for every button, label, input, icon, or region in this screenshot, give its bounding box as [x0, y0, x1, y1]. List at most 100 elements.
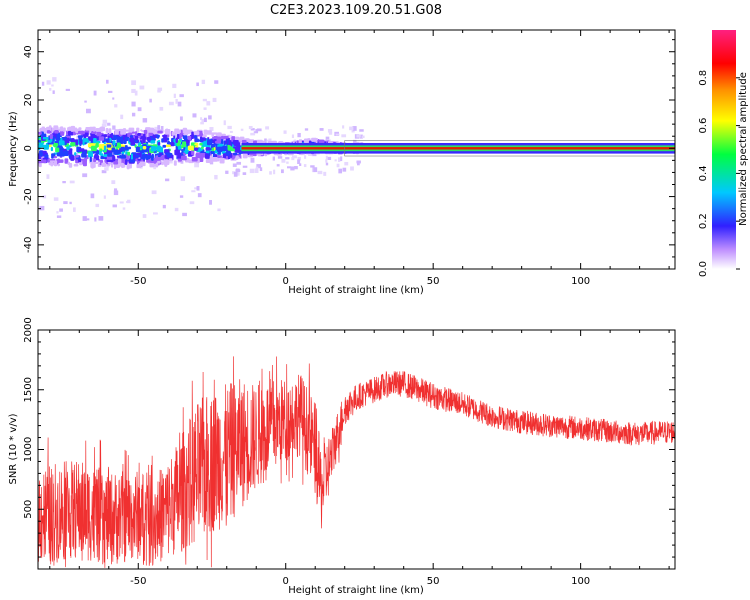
spectrogram-cell [241, 139, 247, 144]
spectrogram-cell [136, 127, 140, 133]
spectrogram-cell [88, 136, 93, 141]
spectrogram-cell [125, 129, 130, 132]
spectrogram-speckle [223, 120, 226, 126]
spectrogram-cell [151, 153, 154, 158]
spectrogram-cell [141, 153, 148, 158]
spectrogram-cell [67, 161, 71, 166]
spectrogram-speckle [327, 156, 332, 160]
spectrogram-cell [168, 158, 173, 162]
spectrogram-speckle [303, 164, 307, 168]
x-tick-label: 0 [283, 276, 289, 287]
spectrogram-cell [160, 154, 165, 161]
spectrogram-speckle [162, 204, 166, 209]
spectrogram-speckle [82, 216, 87, 221]
spectrogram-speckle [137, 107, 142, 112]
band-center [241, 147, 675, 150]
spectrogram-cell [38, 140, 41, 143]
spectrogram-cell [210, 150, 216, 155]
spectrogram-cell [58, 159, 64, 163]
spectrogram-cell [49, 160, 55, 163]
spectrogram-speckle [179, 116, 183, 121]
spectrogram-cell [191, 156, 198, 162]
colorbar-tick-label: 0.6 [698, 118, 709, 134]
spectrogram-cell [97, 161, 101, 164]
spectrogram-cell [77, 130, 84, 135]
spectrogram-cell [205, 159, 210, 163]
spectrogram-cell [109, 135, 114, 138]
spectrogram-speckle [160, 125, 164, 130]
spectrogram-cell [211, 156, 218, 162]
spectrogram-speckle [104, 167, 109, 171]
spectrogram-cell [181, 153, 184, 156]
spectrogram-speckle [250, 128, 255, 131]
spectrogram-speckle [191, 190, 196, 193]
spectrogram-cell [100, 155, 105, 160]
spectrogram-speckle [52, 77, 57, 82]
spectrogram-cell [242, 153, 248, 159]
spectrogram-speckle [297, 159, 301, 165]
spectrogram-speckle [168, 101, 174, 106]
spectrogram-speckle [352, 126, 357, 129]
spectrogram-cell [227, 144, 231, 151]
spectrogram-speckle [142, 214, 147, 218]
spectrogram-cell [229, 153, 233, 158]
spectrogram-speckle [175, 99, 178, 104]
spectrogram-cell [162, 136, 168, 143]
spectrogram-speckle [56, 215, 62, 218]
spectrogram-cell [54, 129, 59, 134]
spectrogram-x-ticks: -50 0 50 100 [49, 30, 670, 287]
spectrogram-speckle [119, 201, 124, 204]
spectrogram-cell [56, 134, 61, 140]
spectrogram-speckle [157, 89, 161, 93]
colorbar-ticks: 0.0 0.2 0.4 0.6 0.8 [698, 70, 740, 277]
spectrogram-cell [53, 160, 58, 167]
spectrogram-speckle [98, 216, 104, 221]
spectrogram-cell [201, 138, 207, 141]
spectrogram-cell [236, 142, 241, 148]
spectrogram-speckle [167, 160, 173, 164]
spectrogram-speckle [319, 128, 324, 131]
spectrogram-cell [150, 140, 156, 144]
spectrogram-speckle [240, 128, 244, 131]
spectrogram-speckle [120, 114, 124, 120]
spectrogram-cell [216, 146, 223, 152]
x-tick-label: 0 [283, 576, 289, 587]
spectrogram-speckle [154, 126, 158, 131]
spectrogram-speckle [172, 83, 177, 89]
spectrogram-speckle [292, 155, 297, 159]
spectrogram-cell [156, 157, 162, 161]
spectrogram-speckle [73, 207, 76, 212]
spectrogram-speckle [203, 107, 207, 110]
spectrogram-cell [205, 150, 210, 154]
spectrogram-cell [101, 162, 107, 167]
spectrogram-speckle [325, 136, 330, 141]
spectrogram-cell [177, 145, 182, 150]
spectrogram-cell [176, 142, 181, 147]
spectrogram-cell [122, 151, 125, 155]
spectrogram-cell [139, 145, 144, 149]
spectrogram-speckle [69, 180, 75, 184]
spectrogram-speckle [202, 98, 207, 102]
spectrogram-speckle [111, 180, 116, 185]
spectrogram-cell [74, 152, 77, 156]
spectrogram-speckle [344, 161, 349, 166]
spectrogram-cell [105, 138, 110, 143]
spectrogram-cell [55, 147, 60, 153]
spectrogram-cell [73, 163, 79, 167]
snr-y-label: SNR (10 * v/v) [8, 413, 19, 484]
spectrogram-speckle [69, 201, 72, 205]
spectrogram-speckle [53, 197, 59, 201]
spectrogram-speckle [51, 84, 54, 87]
spectrogram-speckle [114, 188, 118, 193]
spectrogram-speckle [209, 200, 213, 205]
spectrogram-speckle [338, 168, 343, 174]
spectrogram-cell [169, 153, 173, 156]
spectrogram-cell [64, 158, 69, 164]
spectrogram-speckle [194, 187, 199, 190]
spectrogram-cell [233, 152, 238, 156]
spectrogram-cell [177, 154, 183, 159]
spectrogram-cell [149, 163, 155, 168]
spectrogram-cell [162, 144, 167, 148]
spectrogram-speckle [304, 128, 309, 131]
spectrogram-speckle [203, 117, 207, 123]
